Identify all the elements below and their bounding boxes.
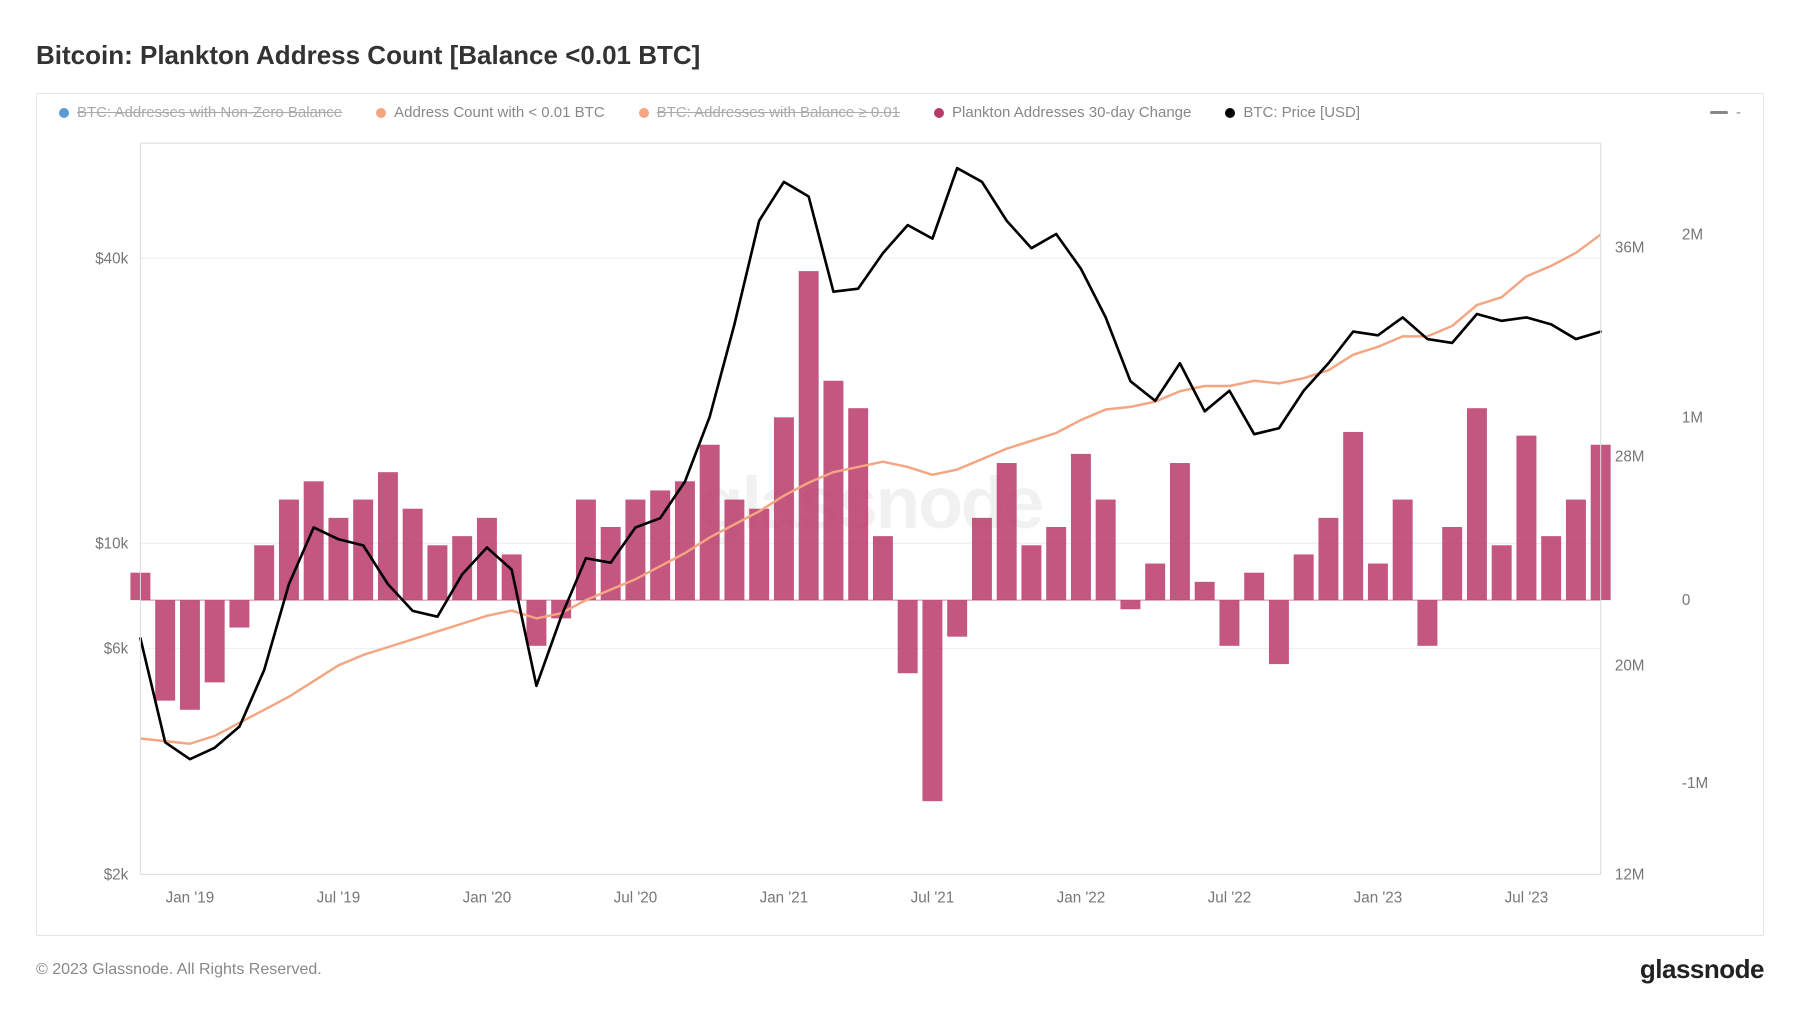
svg-text:36M: 36M <box>1615 240 1645 257</box>
legend-label: BTC: Price [USD] <box>1243 104 1360 121</box>
svg-text:Jan '20: Jan '20 <box>463 890 512 907</box>
circle-icon <box>376 108 386 118</box>
svg-text:$40k: $40k <box>95 250 128 267</box>
copyright-text: © 2023 Glassnode. All Rights Reserved. <box>36 961 322 979</box>
svg-text:0: 0 <box>1682 592 1690 609</box>
plot-area[interactable]: glassnode$2k$6k$10k$40k12M20M28M36M-1M01… <box>47 133 1753 925</box>
legend-ge001[interactable]: BTC: Addresses with Balance ≥ 0.01 <box>639 104 900 121</box>
svg-text:Jul '23: Jul '23 <box>1505 890 1549 907</box>
svg-text:Jul '22: Jul '22 <box>1208 890 1252 907</box>
svg-text:20M: 20M <box>1615 657 1645 674</box>
svg-text:28M: 28M <box>1615 449 1645 466</box>
line-icon <box>1710 111 1728 114</box>
legend-plankton-count[interactable]: Address Count with < 0.01 BTC <box>376 104 605 121</box>
chart-title: Bitcoin: Plankton Address Count [Balance… <box>36 40 1764 71</box>
svg-text:Jan '19: Jan '19 <box>166 890 215 907</box>
footer: © 2023 Glassnode. All Rights Reserved. g… <box>36 936 1764 985</box>
svg-text:1M: 1M <box>1682 409 1703 426</box>
circle-icon <box>639 108 649 118</box>
svg-text:$2k: $2k <box>104 866 129 883</box>
svg-text:2M: 2M <box>1682 227 1703 244</box>
circle-icon <box>59 108 69 118</box>
circle-icon <box>1225 108 1235 118</box>
svg-text:Jan '22: Jan '22 <box>1057 890 1106 907</box>
legend-nonzero[interactable]: BTC: Addresses with Non-Zero Balance <box>59 104 342 121</box>
legend-label: BTC: Addresses with Non-Zero Balance <box>77 104 342 121</box>
legend-label: Address Count with < 0.01 BTC <box>394 104 605 121</box>
legend-label: BTC: Addresses with Balance ≥ 0.01 <box>657 104 900 121</box>
svg-text:Jul '21: Jul '21 <box>911 890 955 907</box>
svg-text:12M: 12M <box>1615 866 1645 883</box>
svg-text:$6k: $6k <box>104 640 129 657</box>
legend-price[interactable]: BTC: Price [USD] <box>1225 104 1360 121</box>
legend-label: Plankton Addresses 30-day Change <box>952 104 1191 121</box>
svg-text:Jul '19: Jul '19 <box>317 890 361 907</box>
svg-text:Jan '23: Jan '23 <box>1354 890 1403 907</box>
legend-dash: - <box>1710 104 1741 121</box>
brand-logo: glassnode <box>1640 954 1764 985</box>
svg-text:Jan '21: Jan '21 <box>760 890 809 907</box>
legend-change30[interactable]: Plankton Addresses 30-day Change <box>934 104 1191 121</box>
svg-text:Jul '20: Jul '20 <box>614 890 658 907</box>
svg-text:$10k: $10k <box>95 535 128 552</box>
chart-svg: glassnode$2k$6k$10k$40k12M20M28M36M-1M01… <box>47 133 1753 925</box>
legend-label: - <box>1736 104 1741 121</box>
chart-container: BTC: Addresses with Non-Zero Balance Add… <box>36 93 1764 936</box>
circle-icon <box>934 108 944 118</box>
legend: BTC: Addresses with Non-Zero Balance Add… <box>37 94 1763 127</box>
svg-text:-1M: -1M <box>1682 775 1708 792</box>
